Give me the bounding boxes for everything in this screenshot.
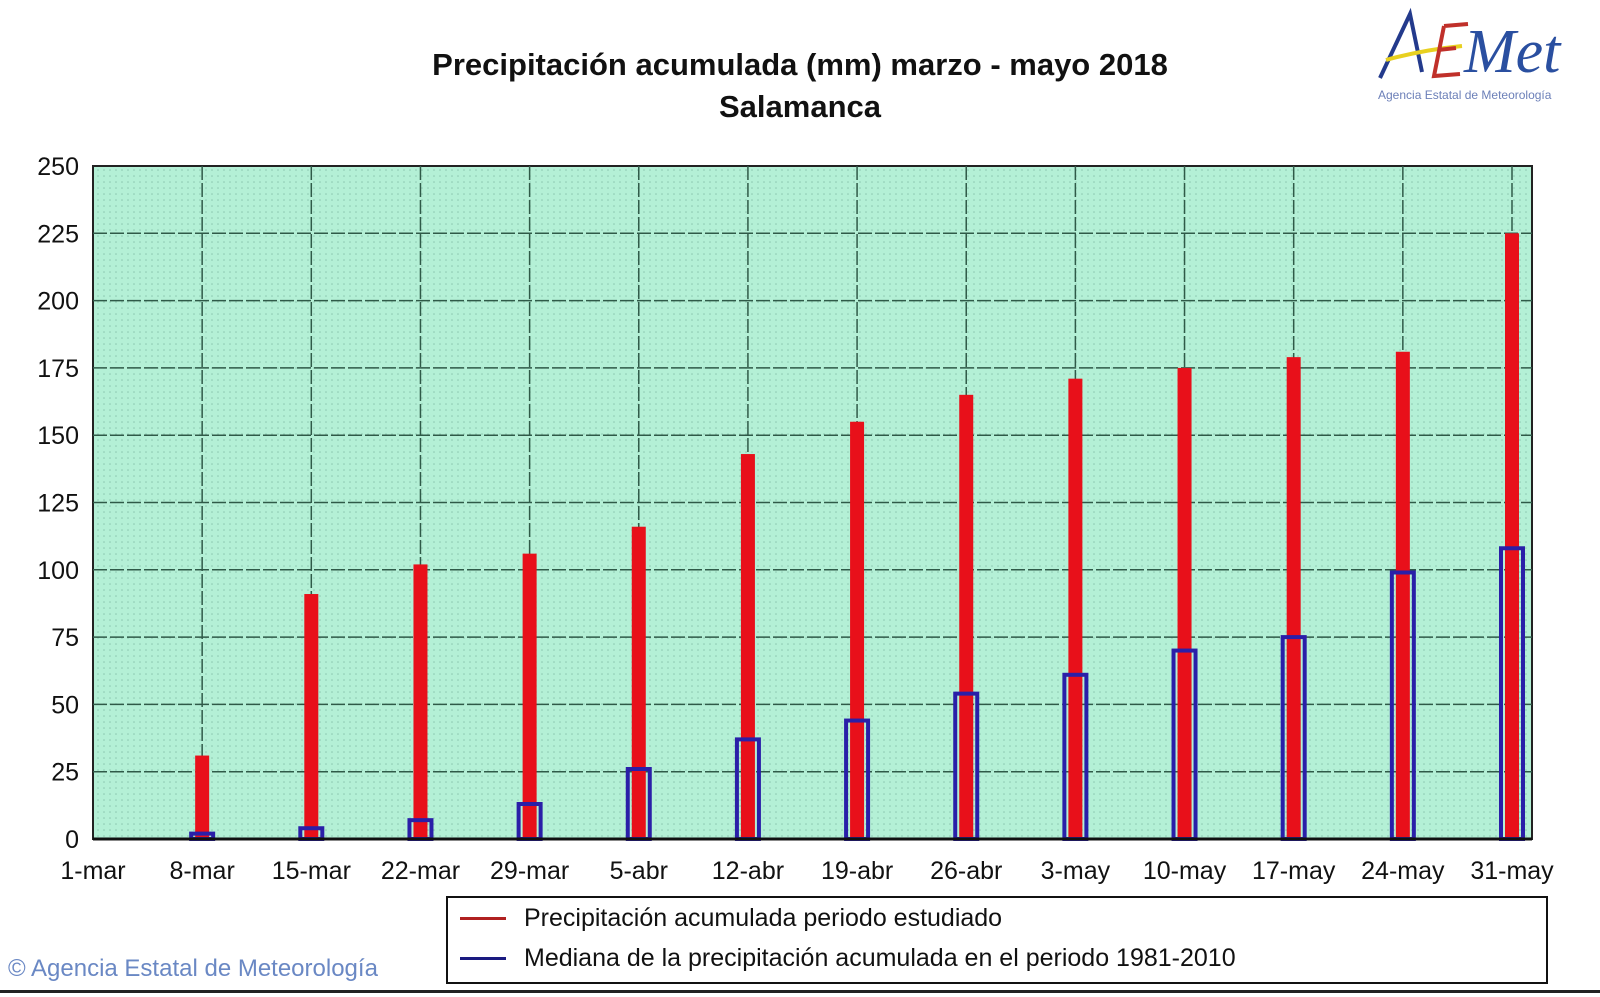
- bar-precipitation: [1177, 367, 1192, 839]
- y-tick-label: 25: [51, 759, 79, 787]
- svg-text:Met: Met: [1463, 18, 1562, 86]
- legend-swatch-blue: [460, 957, 506, 960]
- bar-precipitation: [740, 454, 755, 839]
- chart-subtitle: Salamanca: [719, 89, 881, 124]
- y-tick-label: 250: [37, 153, 79, 181]
- bar-precipitation: [850, 421, 865, 839]
- chart-title: Precipitación acumulada (mm) marzo - may…: [0, 44, 1600, 128]
- y-tick-label: 75: [51, 624, 79, 652]
- legend-swatch-red: [460, 917, 506, 920]
- legend-item-median: Mediana de la precipitación acumulada en…: [460, 944, 1236, 973]
- bar-precipitation: [522, 553, 537, 839]
- y-tick-label: 100: [37, 557, 79, 585]
- legend-label: Mediana de la precipitación acumulada en…: [524, 944, 1236, 972]
- legend-label: Precipitación acumulada periodo estudiad…: [524, 904, 1003, 932]
- y-tick-label: 150: [37, 422, 79, 450]
- y-tick-label: 175: [37, 355, 79, 383]
- x-tick-label: 22-mar: [381, 857, 460, 885]
- legend: Precipitación acumulada periodo estudiad…: [446, 896, 1548, 984]
- x-tick-label: 3-may: [1041, 857, 1111, 885]
- y-tick-label: 225: [37, 220, 79, 248]
- y-tick-label: 0: [65, 826, 79, 854]
- aemet-logo: Met: [1372, 6, 1597, 111]
- legend-item-precip: Precipitación acumulada periodo estudiad…: [460, 904, 1002, 933]
- x-tick-label: 10-may: [1143, 857, 1227, 885]
- x-tick-label: 29-mar: [490, 857, 569, 885]
- x-tick-label: 26-abr: [930, 857, 1002, 885]
- x-tick-label: 31-may: [1470, 857, 1554, 885]
- chart-title-main: Precipitación acumulada (mm) marzo - may…: [432, 47, 1168, 82]
- bar-precipitation: [959, 394, 974, 839]
- y-tick-label: 200: [37, 288, 79, 316]
- bottom-border: [0, 990, 1600, 993]
- footer-copyright: © Agencia Estatal de Meteorología: [8, 955, 378, 982]
- bar-precipitation: [1286, 357, 1301, 839]
- x-tick-label: 17-may: [1252, 857, 1336, 885]
- x-tick-label: 19-abr: [821, 857, 893, 885]
- bar-precipitation: [413, 564, 428, 839]
- x-tick-label: 12-abr: [712, 857, 784, 885]
- y-tick-label: 50: [51, 691, 79, 719]
- y-tick-label: 125: [37, 490, 79, 518]
- bar-precipitation: [1505, 233, 1519, 840]
- bar-precipitation: [1068, 378, 1083, 839]
- x-tick-label: 8-mar: [170, 857, 235, 885]
- logo-subtitle: Agencia Estatal de Meteorología: [1378, 88, 1552, 102]
- bar-precipitation: [631, 526, 646, 839]
- x-tick-label: 5-abr: [610, 857, 668, 885]
- x-tick-label: 1-mar: [60, 857, 125, 885]
- x-tick-label: 15-mar: [272, 857, 351, 885]
- bar-precipitation: [304, 594, 319, 839]
- bar-precipitation: [195, 755, 210, 839]
- bar-precipitation: [1395, 351, 1410, 839]
- x-tick-label: 24-may: [1361, 857, 1445, 885]
